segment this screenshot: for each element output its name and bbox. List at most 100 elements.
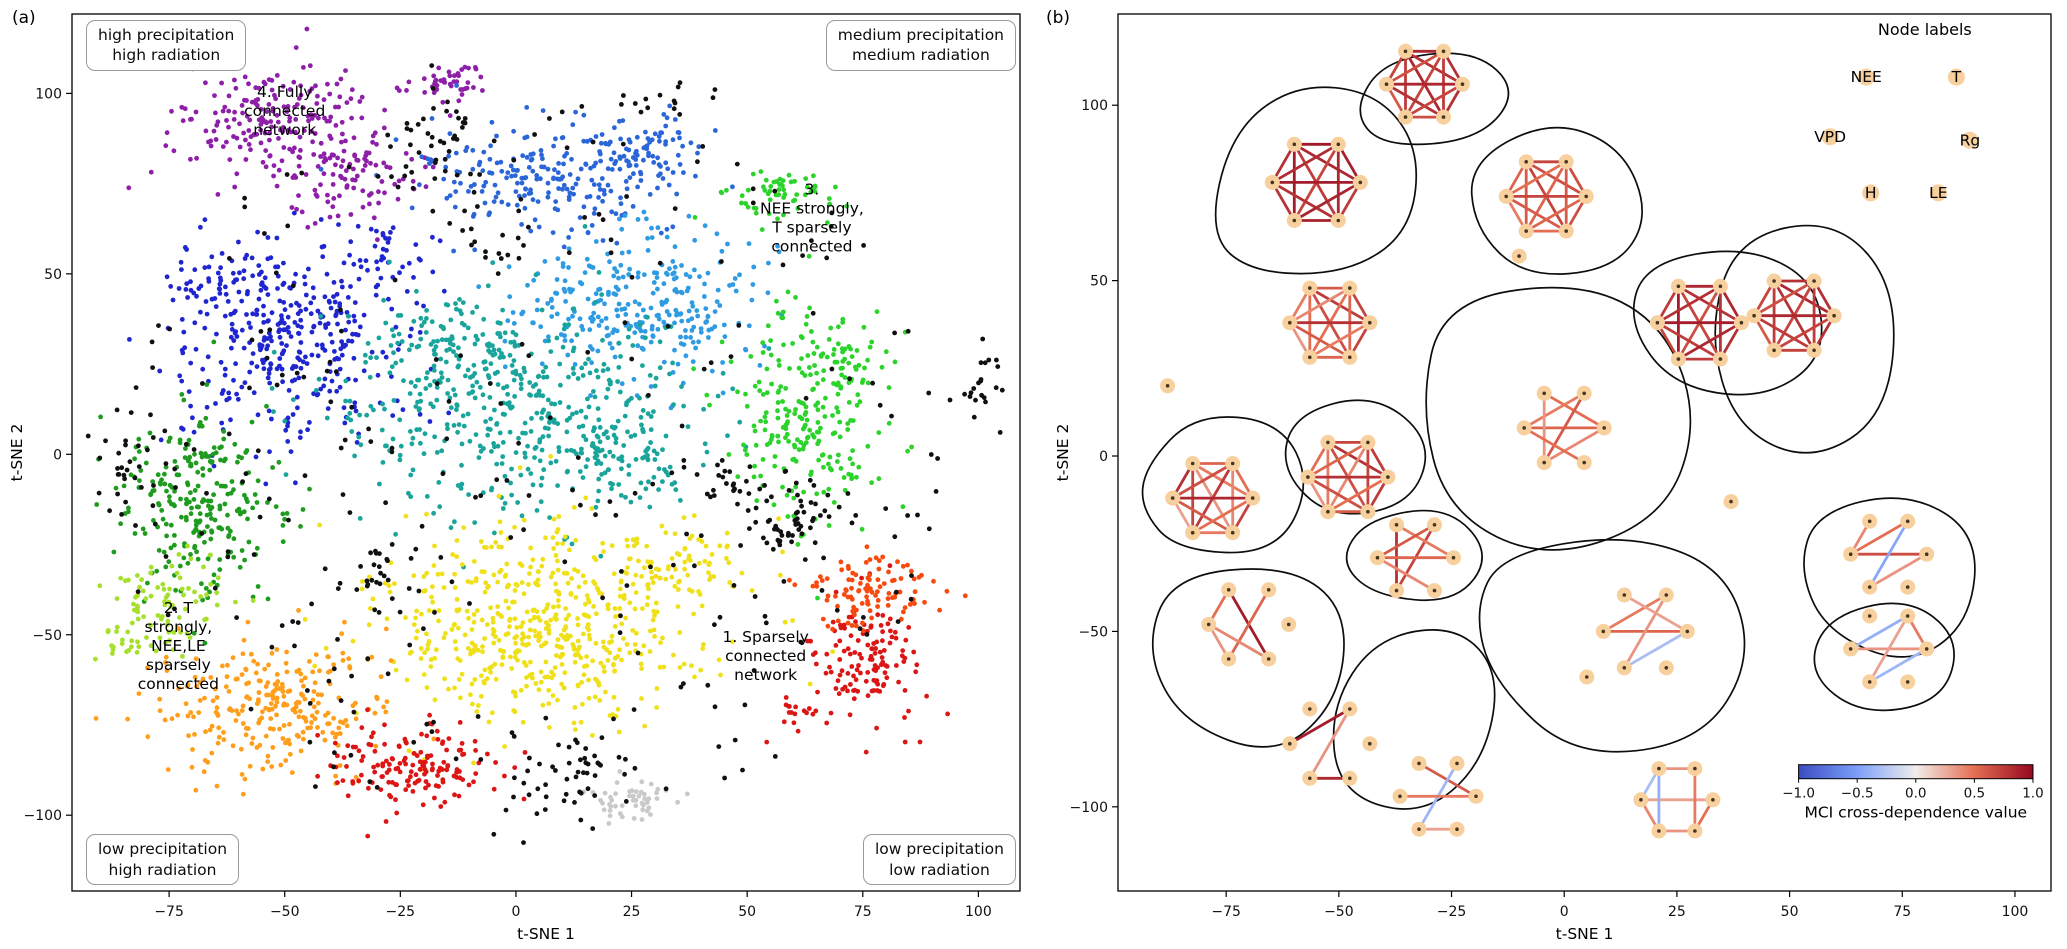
cluster-bright-green	[691, 169, 914, 601]
x-tick-label: 25	[1668, 904, 1686, 920]
network-node-center-dot	[1867, 680, 1872, 684]
network-node-center-dot	[1366, 440, 1370, 445]
network-node-center-dot	[1848, 552, 1853, 556]
cluster-boundary-1	[1214, 86, 1418, 275]
legend-node-LE	[1929, 184, 1947, 202]
network-node-center-dot	[1326, 440, 1330, 445]
network-node-center-dot	[1622, 593, 1627, 597]
network-edge	[1849, 519, 1910, 556]
network-node-center-dot	[1286, 622, 1291, 627]
y-tick-label: −100	[24, 808, 62, 824]
x-tick-label: 75	[854, 904, 872, 920]
network-glyph-5	[1649, 278, 1749, 367]
x-tick-label: −75	[1211, 904, 1241, 920]
network-node-center-dot	[1522, 426, 1526, 430]
network-node-center-dot	[1924, 647, 1929, 651]
network-node-center-dot	[1639, 798, 1643, 802]
network-node-center-dot	[1336, 142, 1341, 147]
network-node-center-dot	[1718, 357, 1723, 361]
network-node-center-dot	[1542, 460, 1546, 465]
node-labels-legend: Node labels NEE T VPD Rg H LE	[1814, 20, 1980, 202]
network-edge	[1191, 496, 1255, 535]
network-node-center-dot	[1403, 115, 1408, 119]
y-tick-label: −50	[32, 628, 62, 644]
network-node-center-dot	[1375, 555, 1380, 560]
legend-node-NEE	[1857, 68, 1875, 86]
network-edge	[1656, 284, 1722, 325]
cluster-boundary-14	[1813, 602, 1955, 712]
panel-b-label: (b)	[1046, 8, 1071, 28]
network-node-center-dot	[1542, 391, 1546, 396]
network-edge	[1288, 707, 1352, 746]
network-edge	[1385, 82, 1445, 119]
cluster-boundary-9	[1151, 568, 1345, 748]
corner-box-medium-precip-medium-rad: medium precipitation medium radiation	[825, 20, 1016, 71]
lone-node-center-dot	[1729, 499, 1733, 504]
network-node-center-dot	[1308, 707, 1312, 711]
tsne-scatter-plot: −75 −50 −25 0 25 50 75 100 −100 −50 0 50 100 t-SNE 1 t…	[8, 13, 1021, 943]
network-edge	[1207, 623, 1271, 661]
network-node-center-dot	[1524, 229, 1528, 233]
network-node-center-dot	[1368, 741, 1372, 746]
y-tick-label: 50	[44, 267, 62, 283]
cluster-black	[85, 63, 1005, 817]
cluster-yellow	[302, 454, 835, 766]
network-edge	[1306, 475, 1370, 514]
network-edge	[1270, 180, 1340, 222]
network-edge	[1622, 593, 1689, 633]
network-edge	[1227, 588, 1271, 661]
network-node-center-dot	[1432, 523, 1437, 527]
network-node-center-dot	[1867, 614, 1872, 618]
network-glyph-7	[1516, 385, 1612, 471]
cluster-boundary-4	[1425, 286, 1692, 551]
network-glyph-2	[1379, 43, 1470, 125]
network-node-center-dot	[1905, 585, 1910, 589]
network-node-center-dot	[1848, 647, 1853, 651]
network-node-center-dot	[1394, 523, 1399, 527]
network-node-center-dot	[1664, 666, 1669, 670]
x-tick-label: 100	[2002, 904, 2029, 920]
network-node-center-dot	[1266, 588, 1271, 592]
network-node-center-dot	[1655, 320, 1660, 325]
network-node-center-dot	[1924, 552, 1929, 556]
network-node-center-dot	[1441, 115, 1446, 119]
network-edge	[1868, 519, 1910, 589]
legend-node-H	[1862, 184, 1880, 202]
network-node-center-dot	[1384, 82, 1389, 86]
corner-box-low-precip-low-rad: low precipitation low radiation	[862, 834, 1016, 885]
network-edge	[1656, 321, 1722, 361]
network-node-center-dot	[1455, 827, 1459, 831]
cluster-boundary-3	[1470, 126, 1643, 275]
network-node-center-dot	[1348, 286, 1352, 290]
network-node-center-dot	[1288, 320, 1292, 325]
network-node-center-dot	[1292, 218, 1297, 223]
network-node-center-dot	[1368, 320, 1372, 325]
network-node-center-dot	[1564, 229, 1568, 233]
network-node-center-dot	[1250, 496, 1255, 500]
x-axis-label: t-SNE 1	[517, 925, 575, 943]
network-edge	[1395, 523, 1455, 560]
cluster-teal	[269, 224, 772, 570]
network-node-center-dot	[1772, 348, 1776, 353]
y-axis-label: t-SNE 2	[8, 424, 26, 482]
network-node-center-dot	[1685, 629, 1690, 634]
cluster-red	[315, 563, 950, 839]
network-node-center-dot	[1582, 460, 1586, 465]
cluster-light-gray	[581, 769, 690, 826]
y-tick-label: 50	[1090, 274, 1108, 290]
network-node-center-dot	[1451, 555, 1456, 560]
corner-box-high-precip-high-rad: high precipitation high radiation	[86, 20, 247, 71]
corner-box-line: high precipitation	[98, 26, 235, 44]
network-node-center-dot	[1270, 180, 1275, 185]
network-edge	[1326, 475, 1390, 514]
network-edge	[1677, 321, 1743, 361]
y-tick-label: 0	[1099, 449, 1108, 465]
network-node-center-dot	[1308, 776, 1312, 781]
network-edge	[1385, 49, 1445, 86]
network-node-center-dot	[1455, 761, 1459, 766]
cluster-navy-blue	[126, 210, 452, 487]
corner-box-line: high radiation	[112, 46, 221, 65]
network-node-center-dot	[1564, 160, 1568, 164]
x-axis-label: t-SNE 1	[1556, 925, 1614, 943]
